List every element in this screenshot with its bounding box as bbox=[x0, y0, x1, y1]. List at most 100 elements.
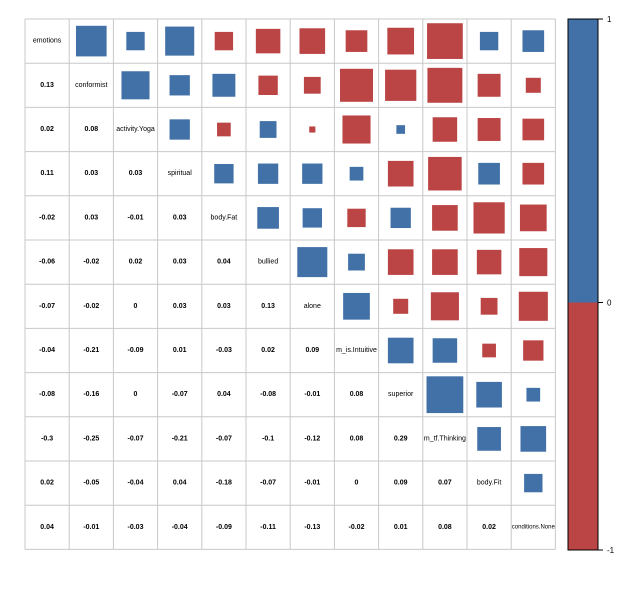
correlation-square bbox=[343, 292, 370, 320]
correlation-square bbox=[212, 73, 236, 97]
correlation-square bbox=[473, 202, 505, 234]
correlation-square bbox=[169, 119, 190, 140]
matrix-labels: emotions conformist activity.Yoga spiritual… bbox=[33, 38, 556, 531]
correlation-value: 0.09 bbox=[394, 480, 408, 487]
correlation-value: 0.01 bbox=[394, 524, 408, 531]
variable-label: spiritual bbox=[168, 170, 193, 177]
correlation-square bbox=[522, 162, 545, 185]
variable-label: alone bbox=[304, 303, 321, 310]
correlation-value: 0 bbox=[355, 480, 359, 487]
correlation-value: -0.09 bbox=[128, 347, 144, 354]
variable-label: conditions.None bbox=[512, 524, 556, 530]
correlation-value: 0.04 bbox=[173, 480, 187, 487]
correlation-value: -0.07 bbox=[39, 303, 55, 310]
correlation-value: 0.08 bbox=[438, 524, 452, 531]
correlation-square bbox=[303, 76, 321, 94]
correlation-square bbox=[258, 75, 278, 95]
correlation-value: 0 bbox=[134, 303, 138, 310]
correlation-value: 0.11 bbox=[40, 170, 53, 177]
correlation-square bbox=[387, 27, 415, 55]
variable-label: emotions bbox=[33, 38, 62, 45]
correlation-square bbox=[169, 75, 190, 96]
correlation-value: -0.08 bbox=[39, 391, 55, 398]
correlation-value: 0.03 bbox=[173, 214, 187, 221]
correlation-square bbox=[257, 207, 279, 229]
correlation-value: -0.01 bbox=[83, 524, 99, 531]
correlation-value: 0.08 bbox=[84, 126, 98, 133]
correlation-square bbox=[426, 376, 464, 414]
correlation-square bbox=[390, 207, 411, 229]
correlation-value: -0.06 bbox=[39, 259, 55, 266]
correlation-value: -0.01 bbox=[304, 480, 320, 487]
correlation-value: -0.3 bbox=[41, 435, 53, 442]
variable-label: conformist bbox=[75, 82, 107, 89]
correlation-value: 0.09 bbox=[305, 347, 319, 354]
correlation-square bbox=[432, 205, 458, 231]
correlation-square bbox=[297, 247, 328, 278]
correlation-square bbox=[347, 208, 366, 228]
correlation-square bbox=[523, 340, 544, 361]
correlation-value: -0.04 bbox=[39, 347, 55, 354]
correlation-square bbox=[387, 160, 414, 187]
correlation-value: -0.21 bbox=[83, 347, 99, 354]
correlation-value: -0.01 bbox=[128, 214, 144, 221]
variable-label: activity.Yoga bbox=[116, 126, 155, 133]
correlation-square bbox=[349, 166, 364, 181]
correlation-value: 0.07 bbox=[438, 480, 452, 487]
correlation-value: 0.03 bbox=[84, 214, 98, 221]
correlation-square bbox=[348, 253, 365, 271]
correlation-value: 0.08 bbox=[350, 435, 364, 442]
correlation-square bbox=[396, 125, 406, 134]
colorbar-label-bottom: -1 bbox=[607, 546, 615, 555]
correlation-square bbox=[214, 31, 234, 51]
correlation-square bbox=[432, 249, 458, 275]
correlation-square bbox=[427, 23, 463, 59]
correlation-value: -0.18 bbox=[216, 480, 232, 487]
correlation-square bbox=[477, 427, 501, 451]
correlation-value: 0.04 bbox=[217, 259, 231, 266]
correlation-square bbox=[427, 67, 463, 103]
correlation-square bbox=[430, 292, 459, 321]
correlation-square bbox=[302, 208, 322, 228]
correlation-value: -0.05 bbox=[83, 480, 99, 487]
correlation-square bbox=[519, 248, 548, 277]
correlation-value: -0.09 bbox=[216, 524, 232, 531]
correlation-value: -0.03 bbox=[216, 347, 232, 354]
correlation-square bbox=[165, 26, 195, 56]
correlation-square bbox=[477, 73, 501, 97]
correlation-square bbox=[217, 122, 231, 137]
correlation-square bbox=[520, 426, 547, 452]
correlation-square bbox=[299, 28, 326, 54]
correlation-square bbox=[482, 343, 496, 358]
correlation-square bbox=[126, 31, 145, 51]
correlation-value: 0.02 bbox=[482, 524, 496, 531]
correlation-square bbox=[522, 118, 545, 141]
correlation-value: -0.01 bbox=[304, 391, 320, 398]
correlation-square bbox=[214, 164, 234, 184]
variable-label: bullied bbox=[258, 259, 278, 266]
correlation-value: 0.13 bbox=[261, 303, 275, 310]
correlation-square bbox=[387, 337, 414, 364]
matrix-grid bbox=[24, 18, 556, 550]
correlation-value: 0.03 bbox=[217, 303, 231, 310]
correlation-value: -0.25 bbox=[83, 435, 99, 442]
correlation-value: -0.07 bbox=[216, 435, 232, 442]
variable-label: m_tf.Thinking bbox=[424, 435, 466, 442]
correlation-value: 0.13 bbox=[40, 82, 54, 89]
correlation-square bbox=[526, 387, 541, 402]
correlation-value: -0.02 bbox=[83, 303, 99, 310]
correlation-value: -0.02 bbox=[39, 214, 55, 221]
correlation-value: 0.04 bbox=[40, 524, 54, 531]
correlation-square bbox=[428, 156, 462, 191]
correlation-square bbox=[476, 381, 502, 408]
colorbar-negative-band bbox=[568, 302, 598, 550]
correlation-square bbox=[309, 126, 316, 133]
colorbar-label-top: 1 bbox=[607, 15, 612, 24]
colorbar-label-mid: 0 bbox=[607, 299, 612, 308]
correlation-value: 0.03 bbox=[173, 303, 187, 310]
correlation-square bbox=[345, 30, 368, 52]
correlation-square bbox=[518, 291, 548, 321]
correlation-value: 0.03 bbox=[84, 170, 98, 177]
correlation-square bbox=[340, 68, 373, 102]
